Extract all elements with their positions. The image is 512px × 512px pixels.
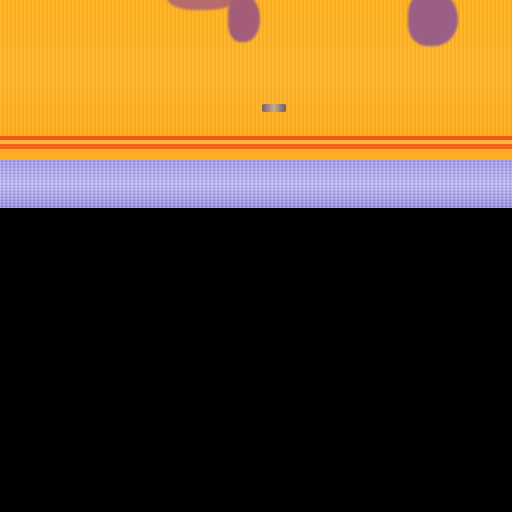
black-empty-area [0, 208, 512, 512]
top-center-blob [228, 0, 260, 42]
top-right-blob [408, 0, 458, 46]
orange-stripe-2 [0, 140, 512, 144]
orange-top-panel [0, 0, 512, 160]
orange-stripe-1 [0, 136, 512, 140]
static-noise-band [0, 160, 512, 208]
orange-stripe-3 [0, 144, 512, 149]
orange-stripe-4 [0, 149, 512, 160]
center-speck [262, 104, 286, 112]
top-left-blob [168, 0, 240, 10]
